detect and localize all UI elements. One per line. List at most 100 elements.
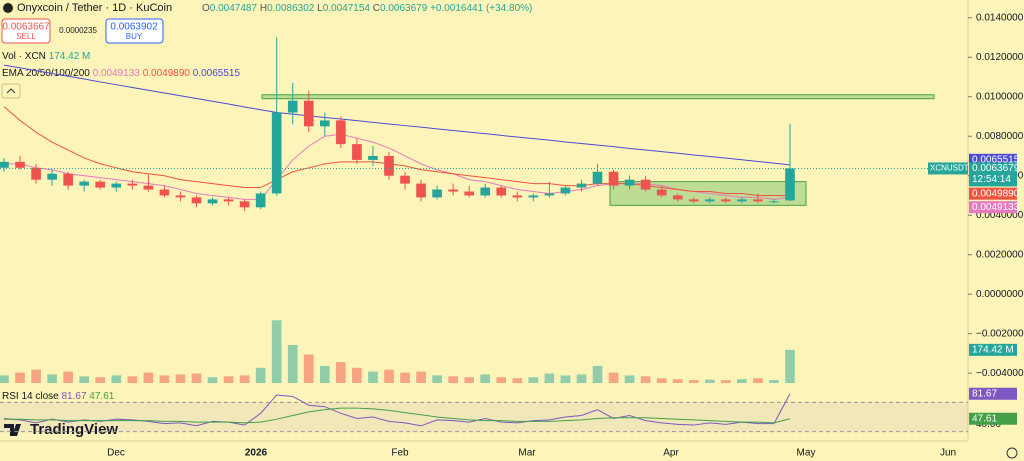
volume-bar: [0, 375, 9, 383]
candle-body: [271, 112, 282, 194]
y-tick-label: 0.0140000: [976, 12, 1024, 23]
volume-bar: [79, 376, 90, 383]
candle-body: [592, 171, 603, 184]
candle-body: [320, 120, 330, 127]
rsi-legend-value: 81.67: [61, 391, 86, 402]
volume-bar: [15, 372, 25, 383]
buy-button[interactable]: [105, 18, 164, 44]
ema-legend: EMA 20/50/100/200 0.0049133 0.0049890 0.…: [2, 68, 240, 79]
candle-body: [704, 199, 715, 202]
volume-bar: [528, 377, 539, 383]
symbol-tag: XCNUSDT: [930, 164, 969, 173]
candle-body: [15, 161, 25, 168]
rsi-tag-bg: [969, 387, 1017, 400]
candle-body: [737, 199, 747, 202]
volume-bar: [769, 380, 779, 383]
rsi-legend: RSI 14 close 81.67 47.61: [2, 391, 115, 402]
ema100-tag: 0.0049890: [972, 188, 1020, 199]
volume-bar: [31, 369, 41, 383]
volume-bar: [576, 374, 587, 383]
candle-body: [207, 199, 218, 204]
volume-bar: [255, 367, 266, 383]
candle-body: [368, 155, 378, 160]
candle-body: [191, 197, 202, 204]
volume-bar: [95, 377, 106, 383]
volume-bar: [336, 362, 346, 383]
symbol-title: Onyxcoin / Tether · 1D · KuCoin: [17, 2, 172, 14]
candle-body: [448, 189, 458, 192]
ema-value: 0.0049890: [143, 68, 191, 79]
symbol-tag-bg: [928, 162, 968, 175]
volume-bar: [721, 380, 731, 383]
ohlc-legend: O0.0047487 H0.0086302 L0.0047154 C0.0063…: [202, 3, 532, 14]
rsi-ma-line: [4, 407, 791, 424]
ema-value: 0.0065515: [193, 68, 241, 79]
volume-bar: [239, 375, 250, 383]
candle-body: [576, 183, 587, 188]
y-tick-label: 0.0120000: [976, 52, 1024, 63]
y-tick-label: −0.0040000: [976, 368, 1024, 379]
ema20-tag-bg: [969, 201, 1017, 214]
ema-line: [3, 64, 791, 166]
rsi-tag: 81.67: [972, 388, 997, 399]
volume-bar: [223, 376, 234, 383]
candle-body: [95, 181, 106, 188]
volume-bar: [624, 375, 635, 383]
l-value: 0.0047154: [323, 3, 371, 14]
ema-value: 0.0049133: [93, 68, 141, 79]
volume-bar: [544, 373, 555, 383]
candle-body: [175, 195, 186, 198]
candle-body: [111, 183, 122, 188]
volume-bar: [207, 377, 218, 383]
y-tick-label: 0.0100000: [976, 91, 1024, 102]
h-value: 0.0086302: [267, 3, 315, 14]
volume-bar: [448, 376, 458, 383]
candle-body: [785, 168, 795, 201]
ema-line: [4, 133, 791, 200]
c-value: 0.0063679: [380, 3, 428, 14]
candle-body: [656, 189, 667, 196]
volume-bar: [191, 373, 202, 383]
h-key: H: [260, 3, 267, 14]
volume-bar: [303, 354, 314, 383]
candle-body: [400, 175, 410, 184]
volume-bar: [512, 378, 523, 383]
volume-bar: [704, 379, 715, 383]
zone: [261, 94, 935, 100]
sell-button[interactable]: [1, 18, 51, 44]
rsi-band-fill: [0, 402, 968, 432]
volume-bar: [688, 380, 699, 383]
volume-tag-bg: [969, 343, 1017, 356]
settings-icon[interactable]: [1006, 447, 1018, 459]
y-tick-label: −0.0020000: [976, 328, 1024, 339]
volume-bar: [753, 378, 763, 383]
volume-legend-label: Vol · XCN: [2, 51, 46, 62]
brand: TradingView: [30, 421, 118, 438]
candle-body: [608, 171, 619, 186]
candle-body: [480, 187, 491, 196]
candle-body: [544, 193, 555, 196]
candle-body: [640, 179, 651, 190]
rsi-ma-tag: 47.61: [972, 413, 997, 424]
candle-body: [47, 173, 57, 180]
volume-bar: [592, 365, 603, 383]
volume-bar: [608, 372, 619, 383]
candle-body: [528, 195, 539, 198]
brand-logo: [4, 424, 21, 436]
collapse-button[interactable]: [1, 83, 21, 99]
ema200-tag: 0.0065515: [972, 154, 1020, 165]
volume-bar: [352, 367, 362, 383]
x-tick-label: Dec: [107, 448, 125, 459]
volume-bar: [159, 375, 170, 383]
candle-body: [143, 185, 154, 190]
o-value: 0.0047487: [210, 3, 258, 14]
candle-body: [769, 201, 779, 203]
change: +0.0016441 (+34.80%): [430, 3, 532, 14]
ema-legend-label: EMA 20/50/100/200: [2, 68, 90, 79]
o-key: O: [202, 3, 210, 14]
candle-body: [464, 191, 474, 196]
volume-legend-value: 174.42 M: [49, 51, 91, 62]
x-tick-label: May: [797, 448, 816, 459]
